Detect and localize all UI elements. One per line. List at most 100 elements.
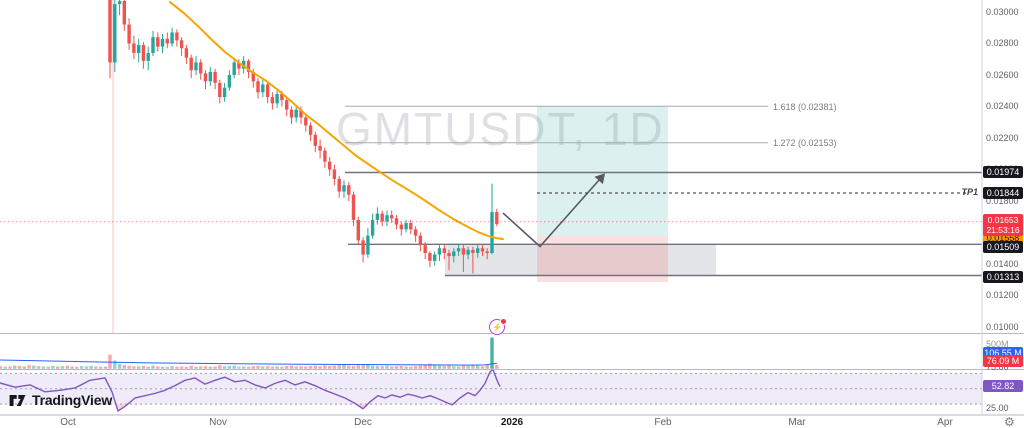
- candle-body: [380, 213, 384, 222]
- volume-bar: [146, 366, 150, 369]
- candle-body: [318, 145, 322, 151]
- volume-bar: [361, 365, 365, 369]
- volume-bar: [251, 366, 255, 369]
- volume-bar: [337, 365, 341, 369]
- candle-body: [308, 125, 313, 135]
- volume-bar: [218, 365, 222, 369]
- volume-bar: [242, 366, 246, 369]
- volume-bar: [151, 365, 155, 369]
- volume-bar: [342, 364, 346, 369]
- volume-bar: [456, 366, 461, 369]
- volume-bar: [194, 366, 198, 369]
- volume-bar: [56, 366, 60, 369]
- candle-body: [313, 134, 317, 146]
- candle-body: [366, 235, 370, 255]
- candle-body: [495, 212, 499, 225]
- candle-body: [146, 52, 150, 61]
- volume-bar: [375, 365, 380, 369]
- candle-body: [232, 62, 236, 75]
- projection-arrow[interactable]: [502, 173, 606, 248]
- volume-bar: [113, 360, 117, 369]
- candle-body: [108, 0, 112, 63]
- candle-body: [428, 252, 432, 261]
- gear-icon[interactable]: ⚙: [1004, 415, 1015, 428]
- volume-bar: [413, 366, 418, 369]
- candle-body: [304, 117, 308, 126]
- volume-bar: [41, 366, 46, 369]
- volume-bar: [370, 365, 375, 369]
- candle-body: [375, 213, 380, 220]
- candle-body: [113, 4, 117, 63]
- candle-body: [370, 219, 375, 236]
- volume-bar: [490, 337, 494, 369]
- candle-body: [227, 75, 232, 88]
- candle-body: [141, 45, 146, 61]
- volume-bar: [103, 366, 108, 369]
- candle-body: [485, 251, 489, 253]
- volume-bar: [428, 363, 432, 369]
- candle-body: [170, 32, 174, 44]
- volume-bar: [99, 366, 103, 369]
- candle-body: [280, 93, 284, 101]
- volume-bar: [270, 366, 275, 369]
- volume-bar: [0, 366, 3, 369]
- candle-body: [418, 235, 423, 246]
- candle-body: [237, 62, 241, 69]
- candle-body: [332, 169, 337, 179]
- volume-bar: [22, 366, 26, 369]
- volume-bar: [294, 366, 298, 369]
- candle-body: [265, 84, 270, 98]
- volume-bar: [409, 366, 413, 369]
- candle-body: [179, 40, 184, 49]
- volume-bar: [246, 366, 251, 369]
- candle-body: [122, 0, 126, 25]
- volume-bar: [189, 365, 193, 369]
- candle-body: [385, 215, 389, 222]
- volume-bar: [137, 366, 141, 369]
- volume-bar: [79, 366, 84, 369]
- volume-bar: [285, 365, 289, 369]
- candle-body: [409, 223, 413, 230]
- volume-bar: [265, 366, 270, 369]
- volume-bar: [452, 366, 456, 369]
- candle-body: [299, 109, 303, 118]
- candle-body: [132, 43, 136, 53]
- ma-line[interactable]: [169, 1, 504, 241]
- volume-bar: [227, 365, 232, 369]
- rsi-line[interactable]: [0, 368, 501, 412]
- candle-body: [156, 37, 160, 47]
- volume-bar: [75, 366, 79, 369]
- volume-bar: [175, 366, 179, 369]
- volume-bar: [32, 365, 36, 369]
- volume-bar: [94, 366, 98, 369]
- volume-ma-line: [0, 359, 498, 366]
- volume-bar: [308, 365, 313, 369]
- volume-bar: [165, 366, 169, 369]
- candle-body: [461, 248, 466, 255]
- candle-body: [456, 248, 461, 252]
- target-zone: [537, 106, 668, 236]
- volume-bar: [495, 364, 499, 369]
- candle-body: [165, 38, 169, 44]
- volume-bar: [332, 365, 337, 369]
- candle-body: [390, 215, 394, 219]
- volume-bar: [141, 365, 146, 369]
- volume-bar: [170, 366, 174, 369]
- candle-body: [480, 248, 485, 252]
- volume-bar: [89, 365, 93, 369]
- volume-bar: [328, 365, 332, 369]
- candle-body: [275, 93, 279, 104]
- candle-body: [246, 60, 251, 72]
- volume-bar: [156, 366, 160, 369]
- volume-bar: [199, 366, 203, 369]
- volume-bar: [399, 365, 403, 369]
- candle-body: [351, 194, 356, 220]
- volume-bar: [313, 365, 317, 369]
- volume-bar: [356, 365, 360, 369]
- candle-body: [289, 109, 294, 118]
- candle-body: [337, 178, 341, 192]
- volume-bar: [394, 366, 399, 369]
- volume-bar: [179, 366, 184, 369]
